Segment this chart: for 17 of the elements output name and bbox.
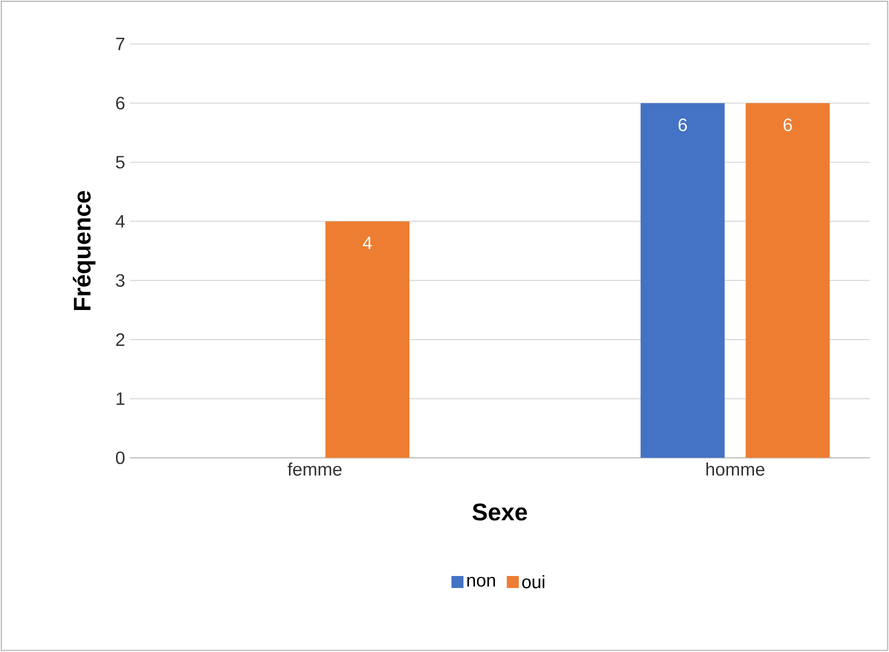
- y-tick-label: 7: [116, 38, 124, 50]
- x-tick-label: homme: [706, 462, 764, 476]
- legend-label: non: [467, 576, 495, 587]
- y-tick-label: 2: [116, 333, 124, 346]
- y-tick-label: 0: [116, 452, 125, 464]
- y-axis-title: Fréquence: [72, 191, 96, 310]
- data-label: 6: [784, 118, 792, 132]
- y-tick-label: 3: [116, 274, 124, 287]
- y-tick-label: 6: [116, 96, 124, 110]
- x-axis-title: Sexe: [472, 504, 527, 521]
- data-label: 6: [678, 118, 687, 132]
- y-tick-label: 1: [116, 392, 124, 406]
- y-tick-label: 5: [116, 156, 125, 169]
- x-tick-label: femme: [288, 462, 342, 476]
- data-label: 4: [362, 236, 372, 250]
- legend-label: oui: [522, 575, 544, 588]
- y-tick-label: 4: [116, 215, 125, 228]
